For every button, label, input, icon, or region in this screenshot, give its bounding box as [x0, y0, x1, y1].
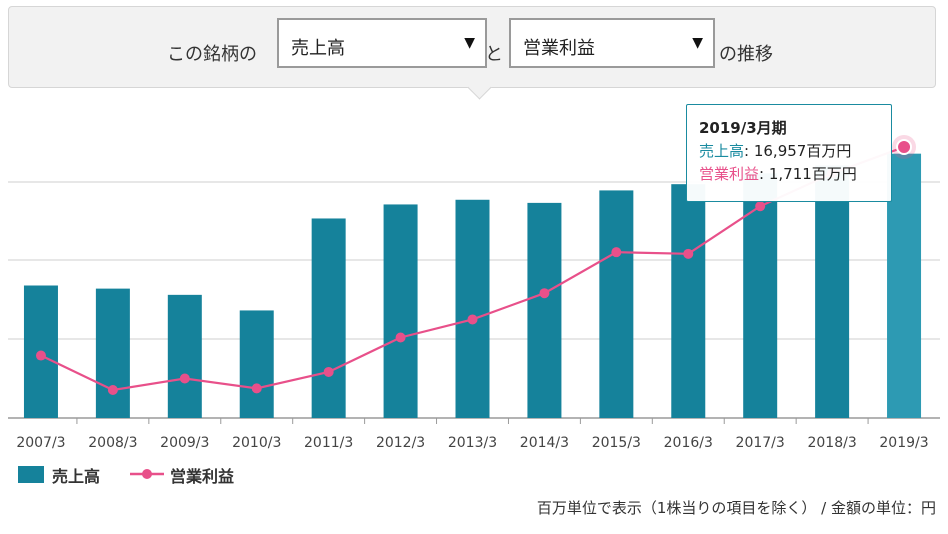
op-point-2016/3 — [683, 248, 694, 259]
legend-sales-label: 売上高 — [52, 467, 101, 486]
tooltip-period: 2019/3月期 — [699, 119, 787, 137]
chart-tooltip: 2019/3月期 売上高: 16,957百万円 営業利益: 1,711百万円 — [686, 104, 892, 202]
op-point-2010/3 — [251, 383, 262, 394]
tooltip-sales-value: : 16,957百万円 — [744, 142, 852, 160]
op-point-2015/3 — [611, 247, 622, 258]
chevron-down-icon: ▼ — [464, 35, 475, 51]
x-tick-label-2017/3: 2017/3 — [736, 435, 785, 451]
selector-suffix: の推移 — [719, 44, 773, 65]
bar-2015/3 — [599, 190, 634, 418]
x-tick-label-2011/3: 2011/3 — [304, 435, 353, 451]
legend-item-op[interactable]: 営業利益 — [130, 463, 234, 487]
bar-2013/3 — [455, 199, 490, 418]
metric2-select-value: 営業利益 — [523, 38, 595, 59]
op-point-2009/3 — [179, 373, 190, 384]
bar-2014/3 — [527, 202, 562, 418]
tooltip-op-label: 営業利益 — [699, 165, 760, 183]
selector-prefix: この銘柄の — [167, 44, 257, 65]
x-tick-label-2012/3: 2012/3 — [376, 435, 425, 451]
x-tick-label-2014/3: 2014/3 — [520, 435, 569, 451]
op-point-2019/3 — [896, 139, 913, 155]
op-point-2007/3 — [35, 350, 46, 361]
line-marker-icon — [130, 469, 164, 479]
x-tick-label-2018/3: 2018/3 — [807, 435, 856, 451]
op-point-2012/3 — [395, 332, 406, 343]
metric1-select[interactable]: 売上高 ▼ — [277, 18, 487, 68]
metric-selector-panel: この銘柄の 売上高 ▼ と 営業利益 ▼ の推移 — [8, 6, 936, 100]
x-tick-label-2010/3: 2010/3 — [232, 435, 281, 451]
tooltip-op-value: : 1,711百万円 — [759, 165, 857, 183]
op-point-2014/3 — [539, 288, 550, 299]
legend-op-label: 営業利益 — [170, 467, 235, 486]
bar-swatch-icon — [18, 466, 44, 483]
bar-2008/3 — [95, 288, 130, 418]
metric1-select-value: 売上高 — [291, 38, 345, 59]
op-point-2011/3 — [323, 366, 334, 377]
bar-2018/3 — [815, 165, 850, 418]
metric2-select[interactable]: 営業利益 ▼ — [509, 18, 715, 68]
x-tick-label-2007/3: 2007/3 — [16, 435, 65, 451]
op-point-2017/3 — [755, 201, 766, 212]
tooltip-sales-row: 売上高: 16,957百万円 — [699, 140, 879, 163]
op-point-2013/3 — [467, 314, 478, 325]
x-tick-label-2016/3: 2016/3 — [664, 435, 713, 451]
bar-2009/3 — [167, 294, 202, 418]
bar-2019/3 — [887, 153, 922, 418]
tooltip-sales-label: 売上高 — [699, 142, 745, 160]
op-point-2008/3 — [107, 385, 118, 395]
unit-footnote: 百万単位で表示（1株当りの項目を除く） / 金額の単位：円 — [536, 499, 936, 517]
x-tick-label-2015/3: 2015/3 — [592, 435, 641, 451]
bar-2010/3 — [239, 310, 274, 418]
chevron-down-icon: ▼ — [692, 35, 703, 51]
bar-2012/3 — [383, 204, 418, 418]
x-tick-label-2013/3: 2013/3 — [448, 435, 497, 451]
tooltip-op-row: 営業利益: 1,711百万円 — [699, 163, 879, 186]
selector-connector: と — [485, 44, 503, 65]
x-tick-label-2019/3: 2019/3 — [879, 435, 928, 451]
bar-2016/3 — [671, 184, 706, 418]
legend-item-sales[interactable]: 売上高 — [18, 463, 100, 487]
bar-2011/3 — [311, 218, 346, 418]
x-tick-label-2009/3: 2009/3 — [160, 435, 209, 451]
x-tick-label-2008/3: 2008/3 — [88, 435, 137, 451]
